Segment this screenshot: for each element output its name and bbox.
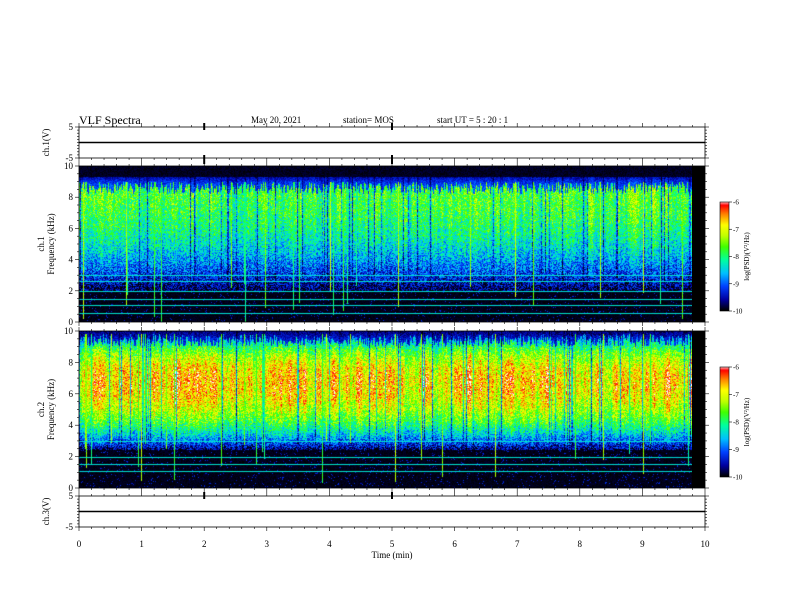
x-tick-label: 4 (327, 539, 332, 549)
ch1-colorbar: -10 -9 -8 -7 -6 log(PSD)(V²/Hz) (719, 199, 751, 316)
ch2-colorbar-tick-label: -6 (733, 364, 739, 372)
x-tick-label: 0 (77, 539, 82, 549)
ch2-spectrogram-ytick-label: 4 (69, 420, 74, 430)
ch1-waveform-ytick-label: -5 (66, 153, 74, 163)
ch3-waveform-ytick-label: -5 (66, 522, 74, 532)
x-tick-label: 6 (452, 539, 457, 549)
ch1-spectrogram-ytick-label: 6 (69, 223, 74, 233)
ch2-colorbar-tick-label: -10 (733, 474, 743, 482)
ch1-spectrogram-ylabel-1: Frequency (kHz) (46, 213, 56, 274)
date-label: May 20, 2021 (251, 115, 302, 125)
ch2-colorbar: -10 -9 -8 -7 -6 log(PSD)(V²/Hz) (719, 364, 751, 482)
ch2-spectrogram-ylabel-1: Frequency (kHz) (46, 379, 56, 440)
x-tick-label: 8 (578, 539, 583, 549)
ch3-waveform-ylabel-0: ch.3(V) (41, 498, 51, 526)
ch1-spectrogram-ytick-label: 2 (69, 286, 74, 296)
ch1-spectrogram-ytick-label: 0 (69, 317, 74, 327)
ch2-spectrogram-ytick-label: 8 (69, 357, 74, 367)
x-tick-label: 2 (202, 539, 207, 549)
ch1-colorbar-tick-label: -10 (733, 308, 743, 316)
ch1-waveform-ytick-label: 5 (69, 122, 74, 132)
ch1-colorbar-tick-label: -7 (733, 226, 739, 234)
x-tick-label: 10 (701, 539, 711, 549)
ch1-colorbar-label: log(PSD)(V²/Hz) (743, 232, 751, 281)
ch2-colorbar-tick-label: -8 (733, 419, 739, 427)
ch3-waveform-ytick-label: 5 (69, 491, 74, 501)
ch1-spectrogram-ytick-label: 4 (69, 255, 74, 265)
x-tick-label: 5 (390, 539, 395, 549)
ch2-colorbar-tick-label: -9 (733, 446, 739, 454)
x-tick-label: 9 (640, 539, 645, 549)
start-ut-label: start UT = 5 : 20 : 1 (437, 115, 509, 125)
ch2-spectrogram-ylabel-0: ch.2 (36, 402, 46, 417)
ch2-spectrogram-ytick-label: 10 (64, 326, 74, 336)
station-label: station= MOS (343, 115, 394, 125)
ch2-spectrogram-panel (79, 331, 705, 488)
ch2-colorbar-label: log(PSD)(V²/Hz) (743, 397, 751, 446)
ch1-colorbar-image (720, 202, 729, 311)
ch1-spectrogram-panel (79, 166, 705, 322)
ch2-spectrogram-ytick-label: 2 (69, 452, 74, 462)
ch2-spectrogram-image (79, 331, 692, 488)
ch1-waveform-ylabel-0: ch.1(V) (41, 129, 51, 157)
x-tick-label: 3 (265, 539, 270, 549)
ch1-colorbar-tick-label: -9 (733, 280, 739, 288)
x-axis-label: Time (min) (372, 550, 413, 560)
ch2-spectrogram-ytick-label: 0 (69, 483, 74, 493)
ch1-colorbar-tick-label: -8 (733, 253, 739, 261)
ch1-spectrogram-ytick-label: 10 (64, 161, 74, 171)
x-tick-label: 7 (515, 539, 520, 549)
ch1-spectrogram-ylabel-0: ch.1 (36, 236, 46, 251)
ch1-colorbar-tick-label: -6 (733, 199, 739, 207)
x-tick-label: 1 (139, 539, 144, 549)
ch1-spectrogram-ytick-label: 8 (69, 192, 74, 202)
ch2-colorbar-image (720, 367, 729, 477)
figure-title: VLF Spectra (79, 113, 141, 127)
ch1-spectrogram-image (79, 166, 692, 322)
ch2-colorbar-tick-label: -7 (733, 391, 739, 399)
ch2-spectrogram-ytick-label: 6 (69, 389, 74, 399)
